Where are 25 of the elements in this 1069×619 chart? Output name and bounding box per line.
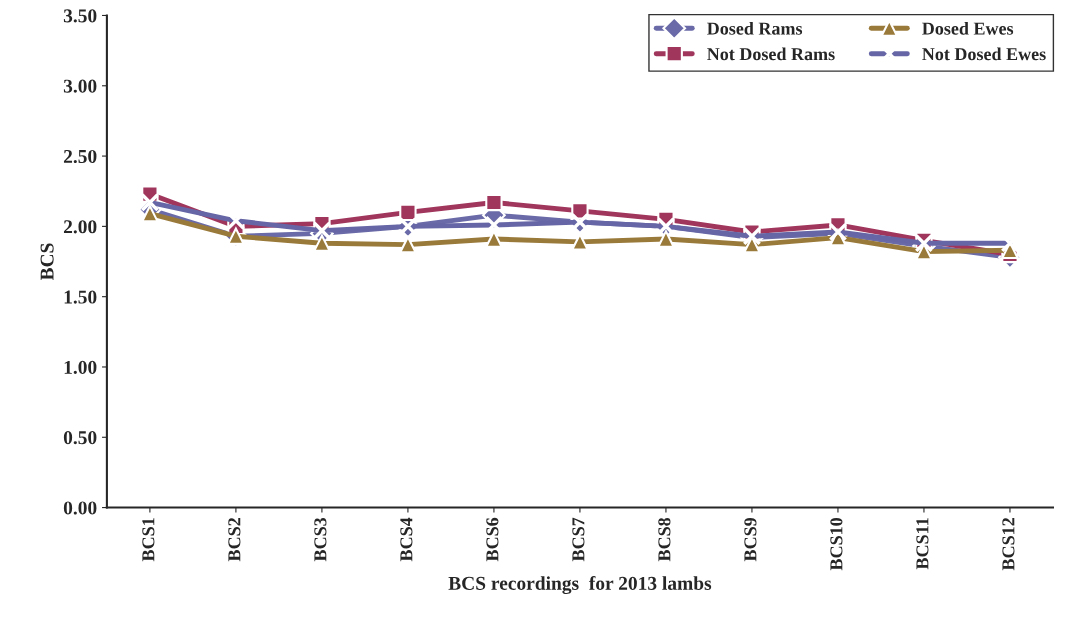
y-tick-label: 0.00 xyxy=(63,501,97,515)
legend-label: Not Dosed Ewes xyxy=(922,47,1046,61)
legend-label: Dosed Rams xyxy=(707,21,803,35)
y-tick-label: 0.50 xyxy=(63,431,97,445)
x-tick-label: BCS9 xyxy=(744,517,757,562)
x-tick-label: BCS6 xyxy=(486,517,499,562)
y-tick-label: 2.00 xyxy=(63,220,97,234)
x-tick-label: BCS2 xyxy=(228,518,241,562)
x-tick-label: BCS8 xyxy=(658,517,671,562)
y-tick-label: 3.50 xyxy=(63,9,97,23)
x-tick-label: BCS7 xyxy=(572,517,585,562)
x-axis-title: BCS recordings for 2013 lambs xyxy=(448,576,712,595)
x-tick-label: BCS12 xyxy=(1002,518,1015,571)
y-tick-label: 1.00 xyxy=(64,360,97,374)
y-tick-label: 2.50 xyxy=(63,149,97,164)
legend-label: Not Dosed Rams xyxy=(707,47,835,61)
y-tick-label: 1.50 xyxy=(64,290,97,304)
x-tick-label: BCS10 xyxy=(830,517,843,571)
y-axis-title: BCS xyxy=(40,243,54,281)
y-tick-label: 3.00 xyxy=(63,79,97,93)
legend-label: Dosed Ewes xyxy=(922,21,1014,35)
x-tick-label: BCS3 xyxy=(314,517,327,562)
x-tick-label: BCS4 xyxy=(400,517,413,562)
x-tick-label: BCS1 xyxy=(142,518,155,562)
x-tick-label: BCS11 xyxy=(916,518,929,570)
